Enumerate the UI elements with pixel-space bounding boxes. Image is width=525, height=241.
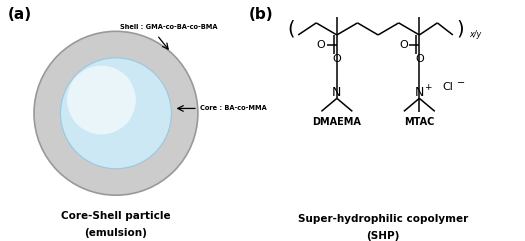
Text: N: N: [332, 86, 342, 99]
Text: O: O: [399, 40, 408, 50]
Text: ): ): [456, 20, 464, 39]
Text: (: (: [287, 20, 295, 39]
Text: Shell : GMA-co-BA-co-BMA: Shell : GMA-co-BA-co-BMA: [120, 24, 217, 30]
Circle shape: [67, 66, 136, 134]
Circle shape: [34, 31, 198, 195]
Text: Core-Shell particle: Core-Shell particle: [61, 211, 171, 221]
Text: O: O: [317, 40, 326, 50]
Text: +: +: [424, 83, 432, 92]
Text: x/y: x/y: [469, 30, 482, 40]
Text: MTAC: MTAC: [404, 117, 435, 127]
Text: (b): (b): [249, 7, 274, 22]
Text: DMAEMA: DMAEMA: [312, 117, 361, 127]
Text: (emulsion): (emulsion): [85, 228, 148, 238]
Text: Cl: Cl: [443, 82, 454, 92]
Text: O: O: [415, 54, 424, 64]
Text: O: O: [332, 54, 341, 64]
Text: Super-hydrophilic copolymer: Super-hydrophilic copolymer: [298, 214, 468, 224]
Text: (SHP): (SHP): [366, 231, 400, 241]
Text: N: N: [415, 86, 424, 99]
Text: Core : BA-co-MMA: Core : BA-co-MMA: [200, 106, 267, 111]
Circle shape: [60, 58, 171, 169]
Text: (a): (a): [7, 7, 32, 22]
Text: −: −: [457, 78, 465, 88]
